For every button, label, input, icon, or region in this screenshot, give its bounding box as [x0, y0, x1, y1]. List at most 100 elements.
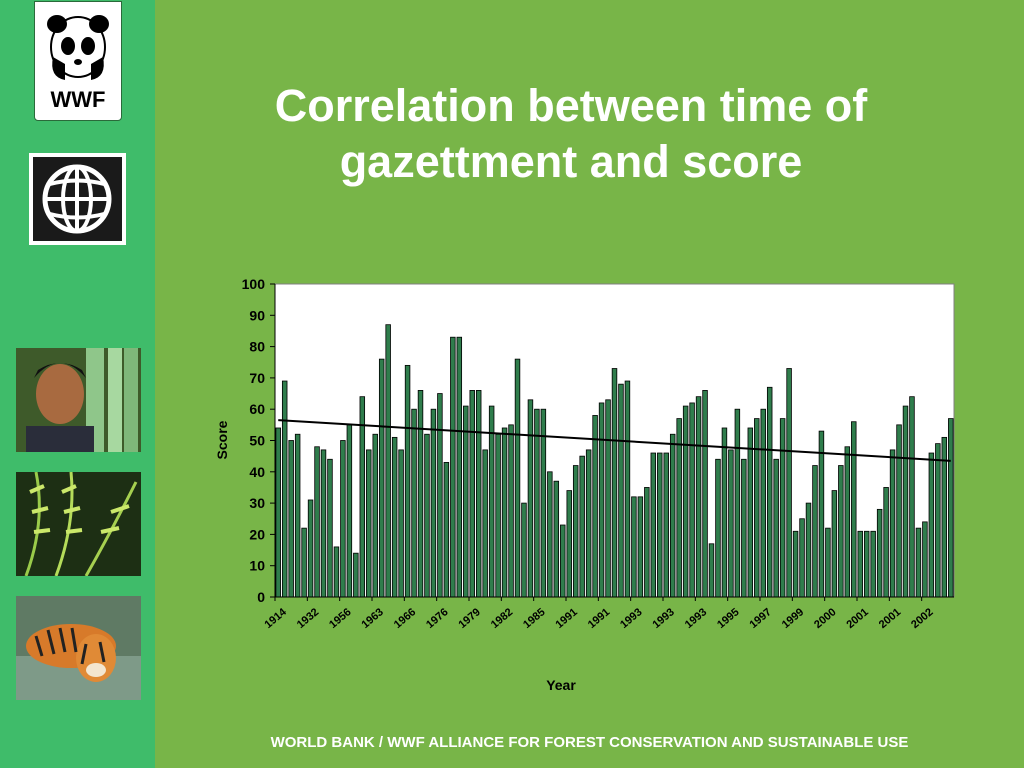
y-tick-label-3: 30: [249, 495, 265, 511]
x-tick-label-3: 1963: [359, 606, 385, 631]
photo-tiger: [16, 596, 141, 700]
x-tick-label-1: 1932: [295, 606, 321, 631]
x-tick-label-6: 1979: [456, 606, 482, 631]
x-tick-label-16: 1999: [780, 606, 806, 631]
bar-50: [598, 402, 605, 598]
bar-69: [721, 427, 728, 598]
bar-40: [534, 408, 540, 598]
bar-58: [650, 452, 657, 598]
y-tick-label-4: 40: [249, 464, 265, 480]
bar-17: [385, 324, 391, 598]
x-tick-label-18: 2001: [844, 606, 870, 631]
bar-72: [741, 458, 747, 598]
bar-31: [475, 390, 482, 598]
x-tick-label-12: 1993: [650, 606, 676, 631]
bar-34: [495, 433, 501, 598]
bar-57: [644, 487, 650, 598]
bar-54: [624, 380, 631, 598]
bar-80: [792, 530, 799, 598]
bar-77: [773, 458, 779, 598]
bar-94: [883, 487, 889, 598]
bar-49: [592, 415, 598, 598]
bar-11: [346, 424, 353, 598]
bar-18: [391, 436, 398, 598]
x-ticks-group: 1914 1932 1956 1963 1966 1976 1979 1982 1985 1991…: [262, 597, 936, 631]
bar-99: [915, 527, 922, 598]
bar-2: [288, 440, 294, 598]
photo-fern: [16, 472, 141, 576]
bar-78: [779, 418, 786, 598]
bar-19: [398, 449, 404, 598]
bar-1: [281, 380, 288, 598]
bar-89: [851, 421, 857, 598]
bar-97: [902, 405, 909, 598]
x-tick-label-15: 1997: [747, 606, 773, 631]
footer-text: WORLD BANK / WWF ALLIANCE FOR FOREST CON…: [270, 734, 909, 751]
bar-74: [754, 418, 760, 598]
y-tick-label-7: 70: [249, 370, 265, 386]
bar-63: [682, 405, 689, 598]
bar-47: [579, 455, 585, 598]
bar-7: [320, 449, 327, 598]
bar-59: [657, 452, 663, 598]
trendline: [278, 419, 951, 462]
panda-icon: WWF: [47, 15, 109, 112]
x-tick-label-14: 1995: [715, 606, 741, 631]
y-tick-label-2: 20: [249, 526, 265, 542]
bar-52: [611, 368, 618, 598]
bar-22: [417, 390, 424, 598]
x-tick-label-4: 1966: [392, 606, 418, 631]
x-tick-label-2: 1956: [327, 606, 353, 631]
y-tick-label-0: 0: [257, 589, 265, 605]
bar-48: [585, 449, 592, 598]
bar-33: [488, 405, 495, 598]
bar-92: [870, 530, 876, 598]
bar-28: [456, 336, 463, 598]
bar-66: [702, 390, 708, 598]
bar-27: [450, 336, 456, 598]
bar-20: [404, 364, 411, 598]
bar-42: [547, 471, 553, 598]
bar-84: [818, 430, 825, 598]
x-tick-label-7: 1982: [489, 606, 515, 631]
bar-25: [437, 393, 443, 598]
x-tick-label-5: 1976: [424, 606, 450, 631]
bar-61: [669, 433, 676, 598]
x-tick-label-20: 2002: [909, 606, 935, 631]
bar-5: [307, 499, 314, 598]
bar-16: [378, 358, 385, 598]
x-tick-label-19: 2001: [877, 606, 903, 631]
bar-56: [637, 496, 644, 598]
x-tick-label-8: 1985: [521, 606, 547, 631]
bar-44: [560, 524, 566, 598]
bar-100: [922, 521, 928, 598]
bar-12: [353, 552, 359, 598]
bar-85: [825, 527, 831, 598]
bar-4: [301, 527, 307, 598]
bar-43: [553, 480, 560, 598]
y-tick-label-8: 80: [249, 339, 265, 355]
y-axis-label: Score: [214, 420, 230, 459]
bars-group: [275, 324, 954, 598]
bar-60: [663, 452, 669, 598]
bar-96: [896, 424, 902, 598]
x-tick-label-13: 1993: [683, 606, 709, 631]
bar-24: [430, 408, 437, 598]
bar-30: [469, 390, 475, 598]
bar-79: [786, 368, 792, 598]
y-ticks-group: 0 10 20 30 40 50 60 70 80 90 100: [242, 276, 275, 605]
bar-21: [411, 408, 417, 598]
bar-46: [572, 465, 579, 598]
bar-38: [521, 502, 527, 598]
bar-0: [275, 427, 281, 598]
world-bank-logo: [29, 153, 126, 245]
bar-71: [734, 408, 741, 598]
y-tick-label-10: 100: [242, 276, 266, 292]
bar-32: [482, 449, 488, 598]
title-line-1: Correlation between time of: [274, 80, 868, 131]
y-tick-label-5: 50: [249, 433, 265, 449]
x-tick-label-17: 2000: [812, 606, 838, 631]
bar-86: [831, 490, 838, 598]
wwf-logo: WWF: [34, 1, 122, 121]
bar-10: [340, 440, 346, 598]
